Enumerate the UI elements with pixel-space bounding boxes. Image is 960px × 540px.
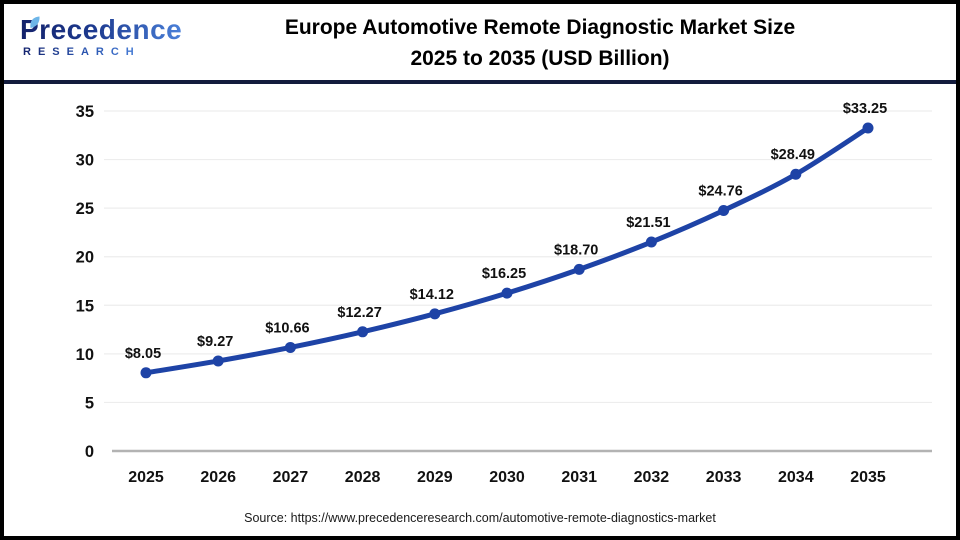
data-point-marker xyxy=(212,355,224,367)
data-point-marker xyxy=(718,204,730,216)
logo-subtext: RESEARCH xyxy=(20,46,141,58)
data-point-label: $16.25 xyxy=(482,266,526,282)
data-point-label: $12.27 xyxy=(337,305,381,321)
x-tick-label: 2033 xyxy=(706,469,742,486)
data-point-marker xyxy=(357,326,369,338)
y-tick-label: 15 xyxy=(76,297,94,315)
data-point-marker xyxy=(429,308,441,320)
data-point-marker xyxy=(284,341,296,353)
logo-wordmark: Precedence xyxy=(20,14,183,45)
x-tick-label: 2030 xyxy=(489,469,525,486)
x-tick-label: 2026 xyxy=(200,469,236,486)
source-note: Source: https://www.precedenceresearch.c… xyxy=(4,508,956,536)
chart-area: 0 5 10 15 20 25 30 35 2025 2026 2027 2028 2029 2030 20… xyxy=(4,84,956,508)
y-tick-label: 5 xyxy=(85,394,94,412)
data-point-marker xyxy=(645,236,657,248)
data-point-label: $10.66 xyxy=(265,320,309,336)
y-tick-label: 20 xyxy=(76,249,94,267)
data-point-label: $33.25 xyxy=(843,101,887,117)
data-point-label: $14.12 xyxy=(410,287,454,303)
data-point-marker xyxy=(501,287,513,299)
logo-brand-text: Precedence xyxy=(20,14,183,45)
brand-logo: Precedence RESEARCH xyxy=(20,14,183,59)
chart-title-line2: 2025 to 2035 (USD Billion) xyxy=(410,47,670,70)
data-point-label: $18.70 xyxy=(554,242,598,258)
x-tick-label: 2034 xyxy=(778,469,814,486)
data-point-marker xyxy=(573,263,585,275)
data-point-label: $21.51 xyxy=(626,215,670,231)
data-point-label: $9.27 xyxy=(197,334,233,350)
chart-title-line1: Europe Automotive Remote Diagnostic Mark… xyxy=(284,16,796,39)
y-tick-label: 35 xyxy=(76,103,94,121)
data-point-label: $8.05 xyxy=(125,346,161,362)
y-tick-label: 30 xyxy=(76,152,94,170)
y-tick-label: 0 xyxy=(85,443,94,461)
data-point-marker xyxy=(862,122,874,134)
y-tick-label: 25 xyxy=(76,200,94,218)
x-tick-label: 2029 xyxy=(417,469,453,486)
data-point-label: $28.49 xyxy=(771,147,815,163)
y-tick-label: 10 xyxy=(76,346,94,364)
data-point-label: $24.76 xyxy=(698,183,742,199)
data-point-marker xyxy=(140,367,152,379)
data-point-marker xyxy=(790,168,802,180)
x-tick-label: 2025 xyxy=(128,469,164,486)
x-tick-label: 2028 xyxy=(345,469,381,486)
series-line xyxy=(143,125,871,376)
x-tick-label: 2027 xyxy=(273,469,309,486)
x-tick-label: 2035 xyxy=(850,469,886,486)
x-tick-label: 2031 xyxy=(561,469,597,486)
x-tick-label: 2032 xyxy=(634,469,670,486)
header: Precedence RESEARCH Europe Automotive Re… xyxy=(4,4,956,84)
chart-title: Europe Automotive Remote Diagnostic Mark… xyxy=(184,12,896,74)
